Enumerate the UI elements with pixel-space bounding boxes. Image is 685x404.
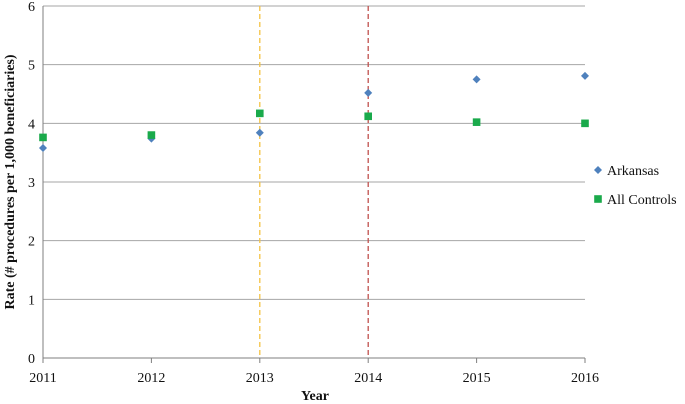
x-tick-label: 2011 [29, 371, 56, 386]
point-series-0-2015 [472, 75, 481, 84]
legend-label-0: Arkansas [607, 164, 659, 179]
reference-lines [259, 6, 369, 358]
x-tick-label: 2013 [246, 371, 274, 386]
y-tick-label: 4 [28, 117, 35, 132]
point-series-1-2011 [39, 133, 47, 142]
data-points [39, 71, 589, 152]
axes [42, 6, 586, 363]
point-series-0-2014 [364, 88, 373, 97]
y-tick-label: 2 [28, 235, 35, 250]
x-tick-label: 2014 [354, 371, 382, 386]
legend-label-1: All Controls [607, 193, 677, 208]
point-series-0-2013 [255, 128, 264, 137]
x-tick-label: 2016 [571, 371, 599, 386]
tick-labels: 0 1 2 3 4 5 6 2011 2012 2013 2014 2015 2016 [28, 0, 599, 386]
y-tick-label: 3 [28, 176, 35, 191]
y-tick-label: 0 [28, 352, 35, 367]
y-tick-label: 6 [28, 0, 35, 15]
x-axis-title: Year [301, 389, 329, 404]
legend-marker-0 [594, 166, 602, 174]
point-series-0-2016 [581, 71, 589, 80]
point-series-1-2016 [581, 119, 589, 128]
legend-marker-1 [594, 195, 602, 203]
point-series-1-2014 [364, 112, 372, 121]
y-tick-label: 1 [28, 293, 35, 308]
legend: Arkansas All Controls [594, 164, 677, 208]
point-series-1-2015 [472, 118, 481, 126]
point-series-1-2012 [147, 131, 156, 139]
point-series-0-2011 [39, 143, 47, 152]
point-series-1-2013 [256, 109, 264, 118]
grid-lines [43, 5, 585, 300]
y-axis-title: Rate (# procedures per 1,000 beneficiari… [3, 54, 18, 309]
x-tick-label: 2012 [137, 371, 165, 386]
y-tick-label: 5 [28, 59, 35, 74]
x-tick-label: 2015 [463, 371, 491, 386]
